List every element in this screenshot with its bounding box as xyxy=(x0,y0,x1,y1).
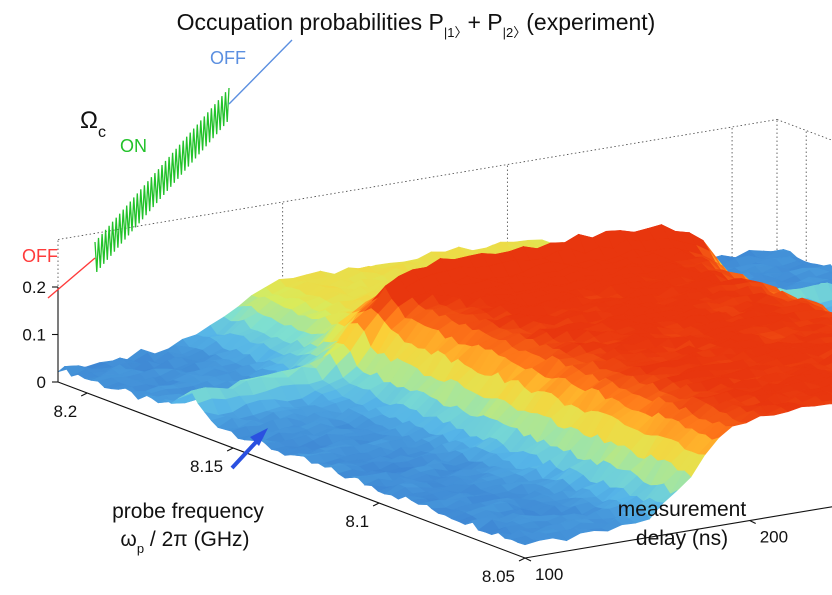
y-tick-mark xyxy=(749,520,756,524)
z-tick-label: 0.1 xyxy=(22,326,46,345)
drive-off-label-before: OFF xyxy=(22,246,58,266)
y-axis-line xyxy=(524,506,832,559)
y-axis-label-line2: delay (ns) xyxy=(636,527,728,550)
drive-label: Ωc xyxy=(80,107,106,141)
x-axis-line xyxy=(57,381,526,559)
x-tick-mark xyxy=(372,502,380,507)
drive-on-label: ON xyxy=(120,136,147,156)
drive-off-line-before xyxy=(47,257,96,299)
y-tick-label: 100 xyxy=(535,565,563,584)
x-axis-label-line1: probe frequency xyxy=(112,500,264,523)
drive-on-oscillation xyxy=(94,87,230,273)
x-tick-label: 8.1 xyxy=(345,512,369,531)
x-axis-ticks: 8.2 8.15 8.1 8.05 xyxy=(54,392,526,586)
chart-title: Occupation probabilities P|1〉+ P|2〉(expe… xyxy=(177,9,656,40)
z-axis-ticks: 0 0.1 0.2 xyxy=(22,278,58,392)
x-tick-mark xyxy=(80,392,88,397)
z-tick-label: 0 xyxy=(37,373,46,392)
y-axis-label-line1: measurement xyxy=(618,498,747,521)
title-subscript-1: |1〉 xyxy=(444,25,468,40)
x-tick-label: 8.2 xyxy=(54,402,78,421)
y-tick-mark xyxy=(524,557,532,562)
axes-box-back xyxy=(57,119,832,382)
surface-mesh xyxy=(57,223,832,546)
y-tick-label: 200 xyxy=(760,528,788,547)
y-axis-ticks: 100200300400 xyxy=(524,520,788,584)
z-tick-label: 0.2 xyxy=(22,278,46,297)
drive-off-line-after xyxy=(228,39,293,105)
control-drive-inset: Ωc OFF ON OFF xyxy=(22,39,293,299)
x-tick-mark xyxy=(226,447,234,452)
resonance-arrow xyxy=(230,428,268,470)
x-tick-label: 8.05 xyxy=(482,567,515,586)
x-tick-label: 8.15 xyxy=(190,457,223,476)
surface-cell xyxy=(517,539,539,546)
title-subscript-2: |2〉 xyxy=(503,25,527,40)
drive-off-label-after: OFF xyxy=(210,48,246,68)
x-tick-mark xyxy=(518,557,526,562)
grid-line xyxy=(57,119,778,240)
x-axis-label-line2: ωp / 2π (GHz) xyxy=(120,528,249,556)
